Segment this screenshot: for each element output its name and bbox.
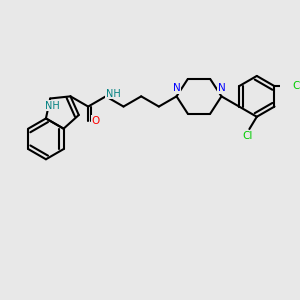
Text: Cl: Cl <box>242 130 253 140</box>
Text: NH: NH <box>106 88 121 99</box>
Text: N: N <box>218 83 225 93</box>
Text: Cl: Cl <box>292 81 300 91</box>
Text: O: O <box>92 116 100 126</box>
Text: NH: NH <box>45 101 59 111</box>
Text: N: N <box>173 83 180 93</box>
